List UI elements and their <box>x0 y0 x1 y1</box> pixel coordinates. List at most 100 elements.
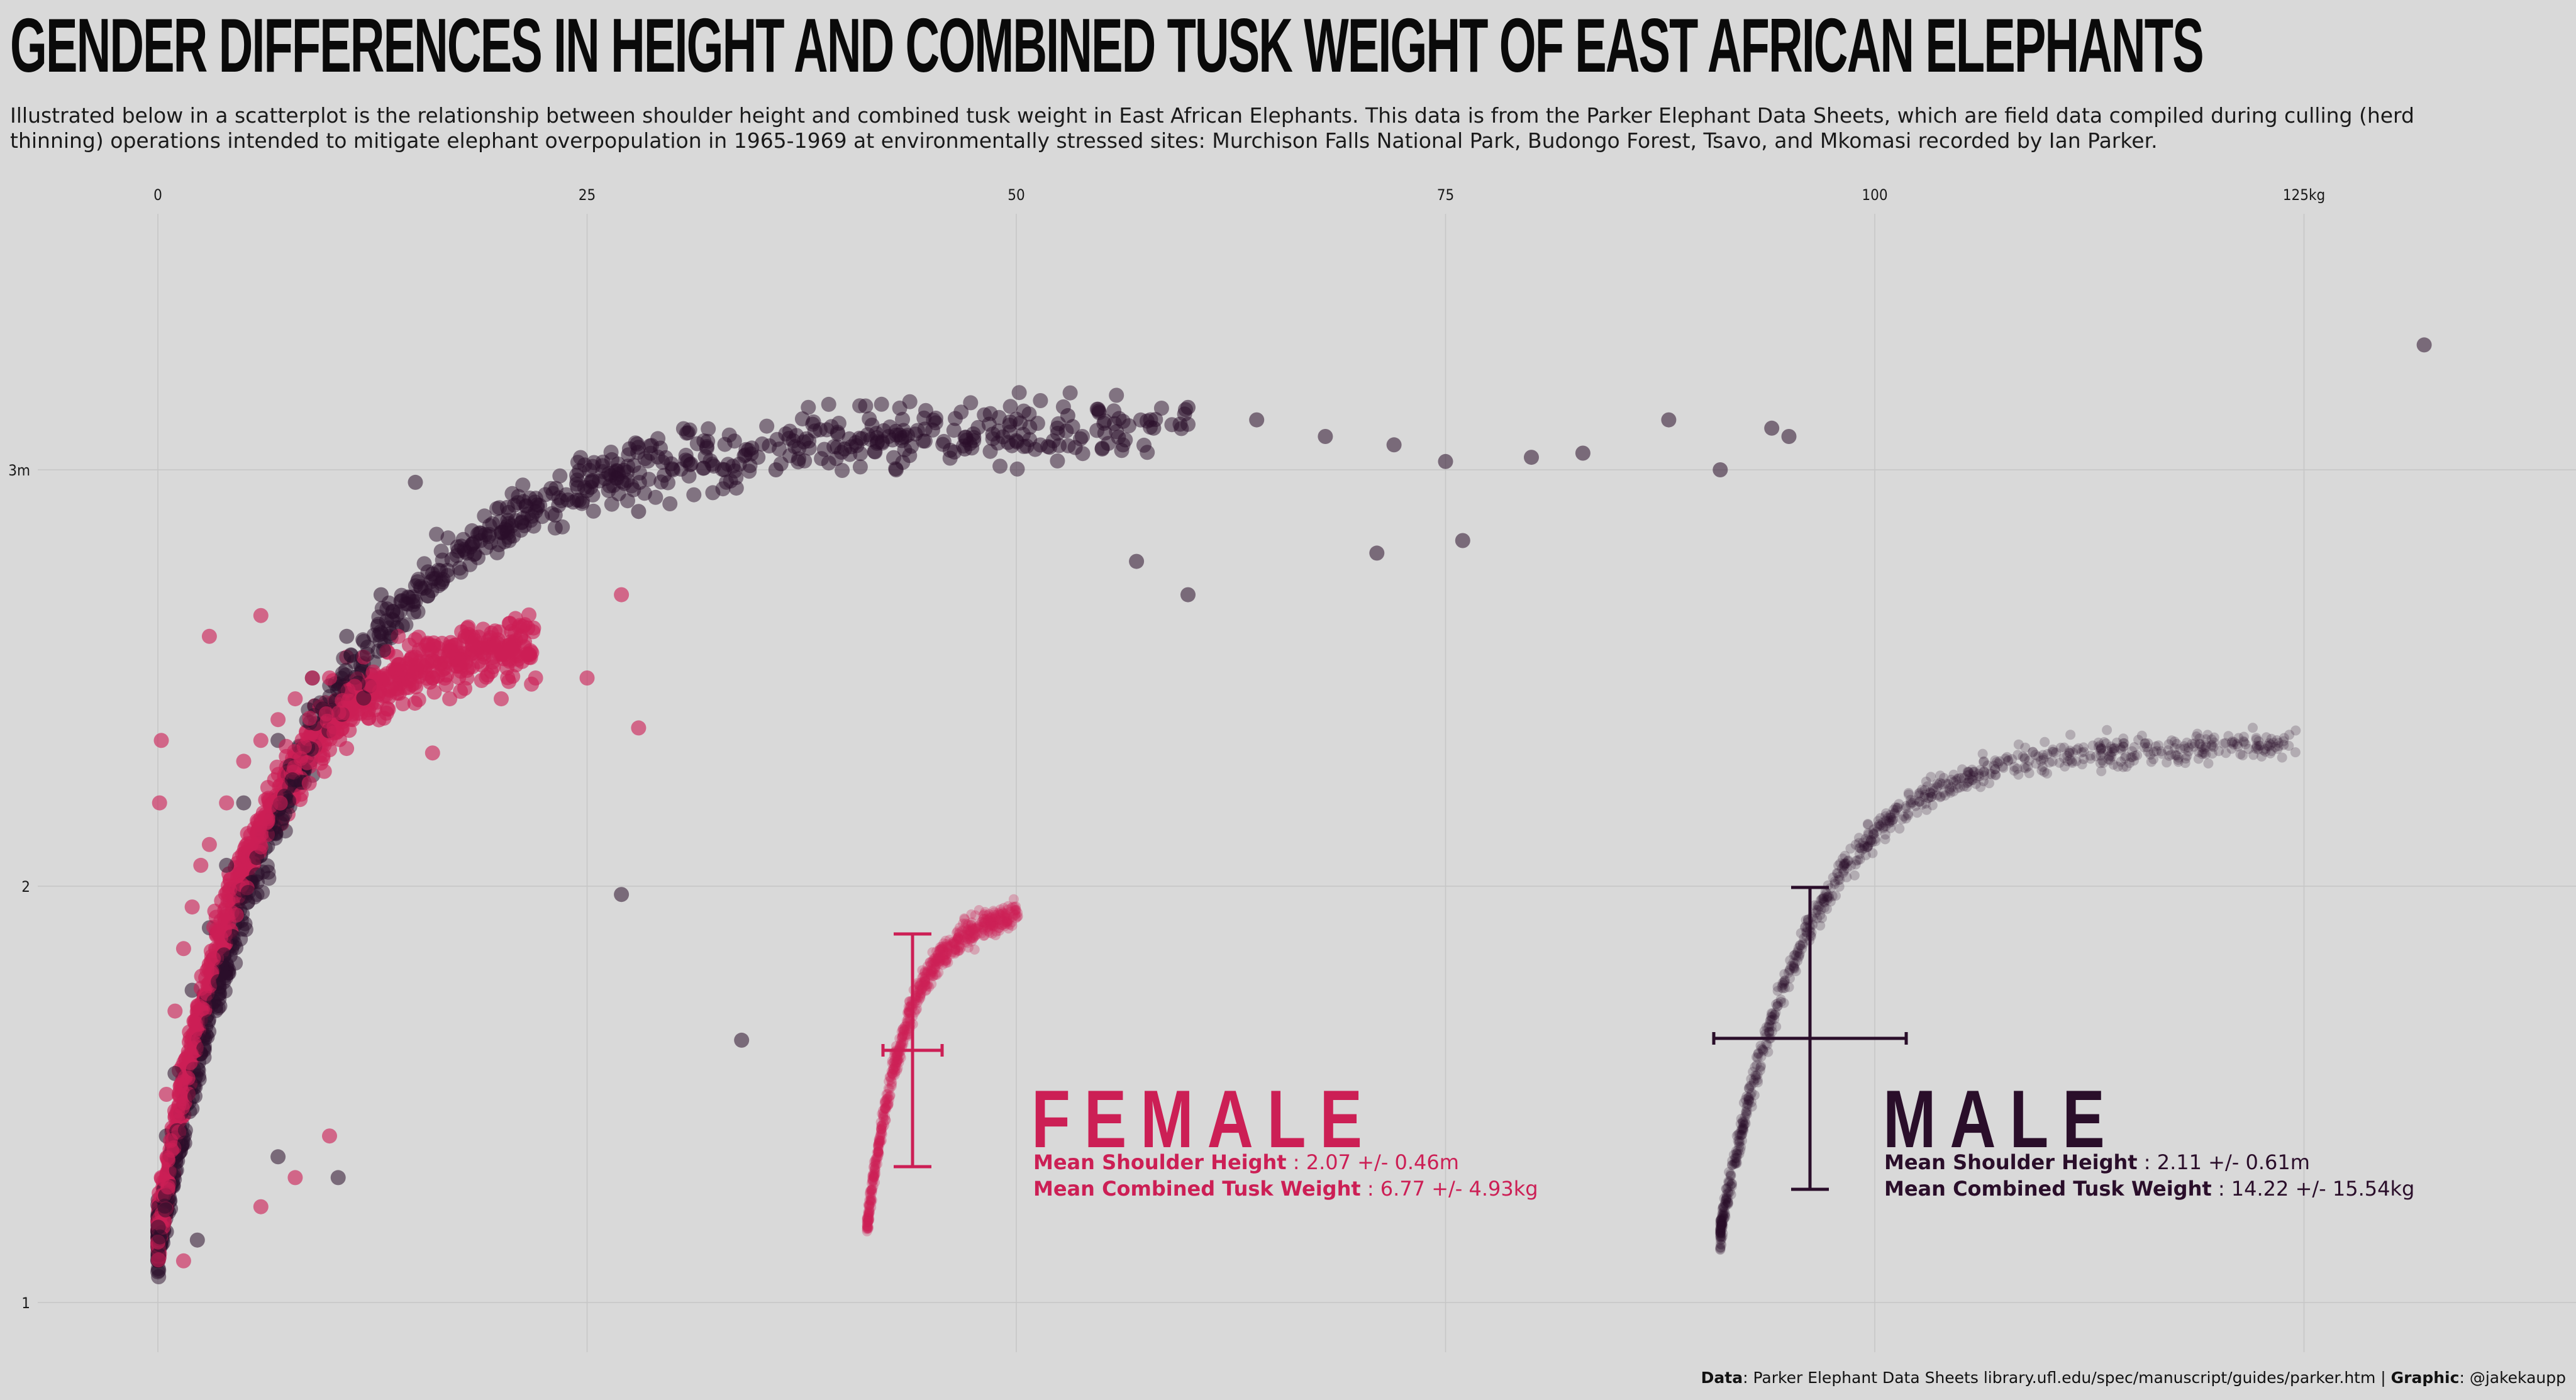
male-inset-point <box>2206 734 2217 745</box>
male-point <box>552 468 568 484</box>
female-inset-point <box>1012 911 1023 922</box>
male-inset-point <box>1858 837 1868 848</box>
female-inset-point <box>902 1016 913 1027</box>
female-inset-point <box>957 925 967 936</box>
male-point <box>686 487 702 503</box>
female-point <box>322 742 337 758</box>
male-inset-point <box>1903 787 1914 798</box>
male-inset-point <box>1812 913 1823 924</box>
male-inset-point <box>1993 758 2003 769</box>
male-inset-point <box>1764 1028 1775 1038</box>
female-inset-point <box>930 964 940 974</box>
male-inset-point <box>1851 855 1862 866</box>
male-inset-point <box>2279 733 2289 743</box>
female-point <box>184 899 200 915</box>
male-point <box>339 628 355 644</box>
female-point <box>236 855 252 870</box>
male-inset-point <box>1716 1222 1726 1233</box>
female-inset-point <box>872 1147 882 1157</box>
male-inset-point <box>2270 742 2280 752</box>
female-inset-point <box>899 1030 910 1041</box>
male-inset-point <box>1731 1158 1742 1169</box>
x-tick-label: 125kg <box>2283 186 2325 204</box>
female-inset-point <box>865 1191 876 1202</box>
male-inset-point <box>1758 1045 1768 1055</box>
male-inset-point <box>1756 1043 1767 1054</box>
male-inset-point <box>1718 1201 1729 1212</box>
male-inset-point <box>1734 1128 1745 1139</box>
male-inset-point <box>2153 740 2164 751</box>
female-inset-point <box>967 936 977 947</box>
female-inset-point <box>867 1195 877 1206</box>
male-inset-point <box>2037 762 2048 772</box>
male-inset-point <box>2065 755 2075 765</box>
female-inset-point <box>883 1092 894 1103</box>
male-inset-point <box>1833 875 1843 886</box>
male-inset-point <box>1743 1092 1753 1103</box>
male-point <box>801 399 816 415</box>
female-inset-point <box>979 918 989 928</box>
x-tick-label: 50 <box>1008 186 1024 204</box>
male-inset-point <box>1767 1012 1777 1023</box>
female-inset-point <box>996 911 1006 922</box>
male-inset-point <box>2127 752 2138 762</box>
female-inset-point <box>978 910 989 921</box>
female-inset-point <box>1001 911 1012 921</box>
male-point <box>1180 587 1196 603</box>
male-inset-point <box>1731 1153 1741 1163</box>
female-point <box>322 1128 337 1144</box>
male-inset-point <box>2174 752 2184 763</box>
female-inset-point <box>935 945 945 955</box>
male-inset-point <box>1777 982 1787 993</box>
male-inset-point <box>2279 736 2289 747</box>
female-inset-point <box>892 1055 903 1065</box>
male-inset-point <box>1740 1111 1750 1122</box>
female-inset-point <box>892 1055 903 1066</box>
female-inset-point <box>940 950 951 960</box>
male-inset-point <box>2201 749 2211 760</box>
male-inset-point <box>2097 748 2108 758</box>
female-inset-point <box>969 928 980 939</box>
male-inset-point <box>1978 776 1989 787</box>
male-inset-point <box>1746 1097 1757 1108</box>
male-inset-point <box>1952 783 1963 794</box>
male-inset-point <box>1737 1129 1748 1140</box>
male-inset-point <box>1926 792 1936 803</box>
female-inset-point <box>897 1031 908 1042</box>
male-inset-point <box>2106 752 2117 762</box>
female-inset-point <box>941 947 952 957</box>
male-inset-point <box>1948 786 1959 797</box>
female-inset-point <box>903 1006 914 1016</box>
male-inset-point <box>1868 828 1879 839</box>
male-inset-point <box>1752 1075 1763 1086</box>
male-inset-point <box>2265 748 2276 758</box>
male-inset-point <box>2007 754 2018 764</box>
female-tusk-value: : 6.77 +/- 4.93kg <box>1360 1177 1538 1201</box>
male-inset-point <box>1927 788 1938 799</box>
female-inset-point <box>962 934 973 945</box>
male-inset-point <box>1887 816 1897 827</box>
female-inset-point <box>881 1104 892 1114</box>
male-inset-point <box>2228 739 2239 750</box>
male-point <box>426 571 441 586</box>
female-inset-point <box>987 914 998 925</box>
female-inset-point <box>943 940 953 951</box>
male-point <box>268 825 284 841</box>
female-inset-point <box>887 1064 898 1074</box>
male-point <box>275 811 291 826</box>
male-inset-point <box>2167 735 2177 746</box>
female-inset-point <box>941 948 952 959</box>
male-inset-point <box>1967 774 1977 785</box>
female-inset-point <box>895 1050 906 1061</box>
male-inset-point <box>1841 872 1852 882</box>
male-inset-point <box>1863 835 1874 846</box>
male-inset-point <box>1716 1231 1726 1242</box>
male-inset-point <box>1721 1184 1732 1194</box>
male-inset-point <box>1735 1136 1745 1147</box>
female-inset-point <box>891 1041 901 1052</box>
female-inset-point <box>895 1041 906 1052</box>
female-inset-point <box>950 948 960 959</box>
male-point <box>642 438 658 453</box>
